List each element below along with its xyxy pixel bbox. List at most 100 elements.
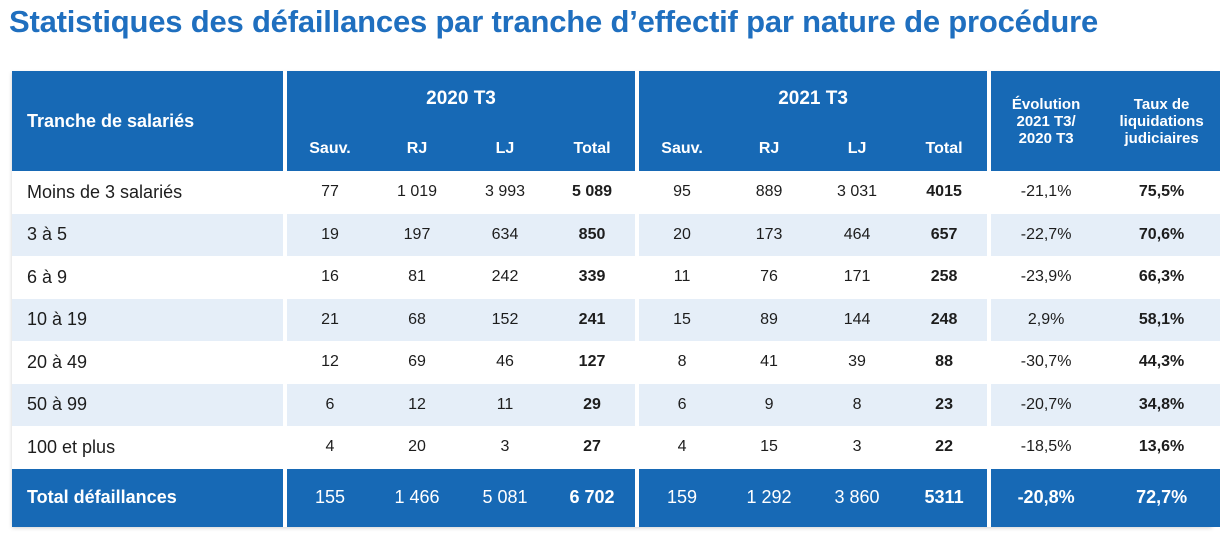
header-rj-2020: RJ xyxy=(373,126,461,171)
cell-rj-2020: 197 xyxy=(373,213,461,256)
page-title: Statistiques des défaillances par tranch… xyxy=(9,4,1099,39)
cell-evolution: -20,7% xyxy=(987,383,1102,426)
cell-evolution: -23,9% xyxy=(987,256,1102,299)
total-lj-2021: 3 860 xyxy=(813,468,902,527)
cell-lj-2020: 634 xyxy=(461,213,549,256)
cell-lj-2020: 242 xyxy=(461,256,549,299)
table-row: Moins de 3 salariés 77 1 019 3 993 5 089… xyxy=(12,171,1220,214)
total-evolution: -20,8% xyxy=(987,468,1102,527)
cell-sauv-2021: 8 xyxy=(635,341,726,384)
cell-lj-2021: 144 xyxy=(813,298,902,341)
cell-total-2021: 248 xyxy=(901,298,990,341)
total-total-2020: 6 702 xyxy=(549,468,638,527)
table-row: 3 à 5 19 197 634 850 20 173 464 657 -22,… xyxy=(12,213,1220,256)
cell-total-2020: 339 xyxy=(549,256,638,299)
cell-rj-2020: 68 xyxy=(373,298,461,341)
cell-sauv-2020: 77 xyxy=(283,171,373,214)
table-row: 10 à 19 21 68 152 241 15 89 144 248 2,9%… xyxy=(12,298,1220,341)
total-total-2021: 5311 xyxy=(901,468,990,527)
cell-total-2020: 5 089 xyxy=(549,171,638,214)
cell-rj-2021: 173 xyxy=(725,213,814,256)
header-lj-2021: LJ xyxy=(813,126,902,171)
cell-lj-2021: 171 xyxy=(813,256,902,299)
cell-total-2021: 23 xyxy=(901,383,990,426)
cell-total-2021: 88 xyxy=(901,341,990,384)
cell-sauv-2020: 16 xyxy=(283,256,373,299)
cell-taux: 34,8% xyxy=(1101,383,1220,426)
cell-total-2020: 241 xyxy=(549,298,638,341)
cell-taux: 58,1% xyxy=(1101,298,1220,341)
cell-sauv-2021: 11 xyxy=(635,256,726,299)
table-row: 50 à 99 6 12 11 29 6 9 8 23 -20,7% 34,8% xyxy=(12,383,1220,426)
cell-evolution: 2,9% xyxy=(987,298,1102,341)
cell-lj-2021: 3 031 xyxy=(813,171,902,214)
cell-lj-2020: 152 xyxy=(461,298,549,341)
table-row: 20 à 49 12 69 46 127 8 41 39 88 -30,7% 4… xyxy=(12,341,1220,384)
cell-rj-2021: 15 xyxy=(725,426,814,469)
cell-lj-2021: 464 xyxy=(813,213,902,256)
cell-total-2021: 4015 xyxy=(901,171,990,214)
cell-sauv-2020: 12 xyxy=(283,341,373,384)
total-sauv-2020: 155 xyxy=(283,468,373,527)
cell-total-2020: 29 xyxy=(549,383,638,426)
cell-sauv-2020: 19 xyxy=(283,213,373,256)
cell-total-2020: 27 xyxy=(549,426,638,469)
cell-rj-2020: 69 xyxy=(373,341,461,384)
cell-total-2021: 657 xyxy=(901,213,990,256)
cell-lj-2020: 11 xyxy=(461,383,549,426)
total-row: Total défaillances 155 1 466 5 081 6 702… xyxy=(12,468,1220,527)
cell-taux: 70,6% xyxy=(1101,213,1220,256)
row-label: 3 à 5 xyxy=(12,213,285,256)
header-total-2020: Total xyxy=(549,126,638,171)
cell-rj-2021: 9 xyxy=(725,383,814,426)
cell-sauv-2020: 4 xyxy=(283,426,373,469)
cell-rj-2020: 1 019 xyxy=(373,171,461,214)
header-group-2020: 2020 T3 xyxy=(282,71,638,126)
header-sauv-2020: Sauv. xyxy=(283,126,373,171)
header-taux: Taux de liquidations judiciaires xyxy=(1101,71,1220,171)
total-sauv-2021: 159 xyxy=(635,468,726,527)
cell-lj-2021: 8 xyxy=(813,383,902,426)
header-rj-2021: RJ xyxy=(725,126,814,171)
cell-evolution: -18,5% xyxy=(987,426,1102,469)
header-tranche: Tranche de salariés xyxy=(12,71,285,171)
defaillances-table: Tranche de salariés 2020 T3 2021 T3 Évol… xyxy=(12,71,1220,527)
cell-total-2020: 127 xyxy=(549,341,638,384)
table-row: 100 et plus 4 20 3 27 4 15 3 22 -18,5% 1… xyxy=(12,426,1220,469)
cell-sauv-2021: 4 xyxy=(635,426,726,469)
cell-evolution: -21,1% xyxy=(987,171,1102,214)
cell-rj-2020: 20 xyxy=(373,426,461,469)
header-total-2021: Total xyxy=(901,126,990,171)
header-lj-2020: LJ xyxy=(461,126,549,171)
cell-rj-2021: 76 xyxy=(725,256,814,299)
cell-rj-2020: 81 xyxy=(373,256,461,299)
cell-total-2021: 258 xyxy=(901,256,990,299)
cell-rj-2021: 889 xyxy=(725,171,814,214)
header-evolution: Évolution 2021 T3/ 2020 T3 xyxy=(987,71,1102,171)
row-label: 10 à 19 xyxy=(12,298,285,341)
cell-lj-2021: 3 xyxy=(813,426,902,469)
row-label: 6 à 9 xyxy=(12,256,285,299)
cell-sauv-2020: 6 xyxy=(283,383,373,426)
cell-rj-2021: 89 xyxy=(725,298,814,341)
row-label: 20 à 49 xyxy=(12,341,285,384)
total-taux: 72,7% xyxy=(1101,468,1220,527)
row-label: 100 et plus xyxy=(12,426,285,469)
row-label: 50 à 99 xyxy=(12,383,285,426)
cell-sauv-2021: 6 xyxy=(635,383,726,426)
cell-taux: 66,3% xyxy=(1101,256,1220,299)
header-group-2021: 2021 T3 xyxy=(635,71,990,126)
row-label: Moins de 3 salariés xyxy=(12,171,285,214)
cell-taux: 75,5% xyxy=(1101,171,1220,214)
cell-taux: 13,6% xyxy=(1101,426,1220,469)
cell-sauv-2021: 15 xyxy=(635,298,726,341)
header-sauv-2021: Sauv. xyxy=(635,126,726,171)
cell-evolution: -22,7% xyxy=(987,213,1102,256)
total-label: Total défaillances xyxy=(12,468,285,527)
cell-lj-2020: 46 xyxy=(461,341,549,384)
cell-lj-2020: 3 xyxy=(461,426,549,469)
total-rj-2020: 1 466 xyxy=(373,468,461,527)
cell-rj-2020: 12 xyxy=(373,383,461,426)
total-rj-2021: 1 292 xyxy=(725,468,814,527)
table-row: 6 à 9 16 81 242 339 11 76 171 258 -23,9%… xyxy=(12,256,1220,299)
